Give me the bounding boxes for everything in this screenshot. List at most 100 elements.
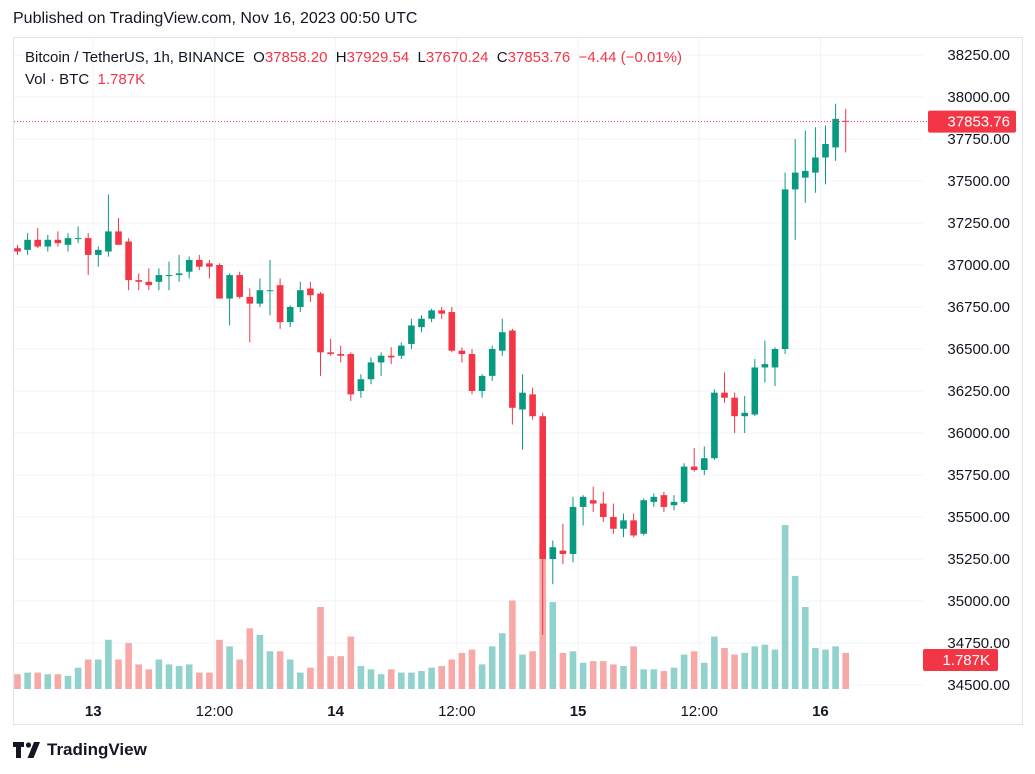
candle-body — [610, 517, 617, 529]
candle-body — [832, 118, 839, 148]
candle-body — [822, 144, 829, 158]
last-volume-badge — [923, 649, 998, 671]
candles — [14, 103, 849, 635]
candle-body — [620, 520, 627, 529]
last-volume-label: 1.787K — [942, 652, 990, 669]
candle-body — [74, 238, 82, 240]
volume-bar — [408, 672, 415, 689]
candle-body — [771, 349, 779, 368]
tradingview-brand-label: TradingView — [47, 740, 147, 759]
volume-bar — [216, 639, 223, 689]
close-value: 37853.76 — [507, 49, 571, 66]
price-tick-label: 37250.00 — [947, 215, 1010, 232]
time-tick-label: 12:00 — [438, 703, 476, 720]
candle-body — [418, 318, 425, 328]
volume-bar — [640, 669, 647, 689]
change-value: −4.44 (−0.01%) — [578, 49, 682, 66]
volume-bar — [701, 662, 708, 689]
tradingview-branding[interactable]: TradingView — [13, 740, 147, 760]
low-label: L — [417, 49, 426, 66]
open-label: O — [253, 49, 265, 66]
volume-bar — [478, 664, 486, 689]
volume-bar — [347, 636, 355, 689]
candle-body — [569, 506, 577, 554]
volume-bar — [286, 659, 294, 689]
candle-body — [337, 354, 344, 356]
time-tick-label: 15 — [570, 703, 587, 720]
volume-bar — [387, 669, 395, 689]
candle-body — [529, 394, 536, 417]
volume-bar — [812, 648, 819, 689]
open-value: 37858.20 — [264, 49, 328, 66]
volume-bar — [418, 670, 425, 689]
candle-body — [600, 503, 607, 517]
candle-body — [650, 496, 658, 502]
volume-bar — [589, 661, 597, 689]
volume-bar — [751, 646, 759, 689]
price-axis[interactable]: 38250.00 38000.00 37750.00 37500.00 37250.00… — [947, 47, 1010, 694]
volume-bar — [509, 600, 516, 689]
candle-body — [95, 249, 102, 255]
volume-bar — [256, 634, 264, 689]
volume-bar — [175, 666, 183, 689]
candle-body — [670, 501, 678, 506]
volume-bar — [64, 675, 72, 689]
high-value: 37929.54 — [346, 49, 410, 66]
volume-label[interactable]: Vol · BTC — [25, 71, 90, 88]
candle-body — [751, 367, 759, 415]
candle-body — [276, 285, 284, 323]
candle-body — [175, 273, 183, 276]
published-note: Published on TradingView.com, Nov 16, 20… — [13, 10, 418, 27]
volume-bar — [499, 633, 506, 689]
candle-body — [236, 275, 243, 297]
volume-bar — [781, 525, 789, 689]
volume-bar — [135, 664, 142, 689]
volume-bar — [357, 666, 365, 689]
candle-body — [398, 345, 405, 356]
volume-bar — [468, 649, 476, 689]
tradingview-logo-icon — [13, 742, 40, 758]
volume-bar — [519, 654, 526, 689]
volume-bar — [165, 664, 173, 689]
volume-bar — [226, 646, 233, 689]
price-tick-label: 34500.00 — [947, 677, 1010, 694]
candle-body — [802, 170, 809, 178]
volume-bar — [842, 652, 849, 689]
chart-frame — [13, 37, 1023, 725]
candle-body — [690, 466, 698, 470]
candle-body — [377, 355, 385, 363]
volume-bar — [155, 659, 163, 689]
price-tick-label: 37750.00 — [947, 131, 1010, 148]
time-tick-label: 16 — [812, 703, 829, 720]
volume-bar — [246, 628, 254, 689]
price-tick-label: 36750.00 — [947, 299, 1010, 316]
symbol-label[interactable]: Bitcoin / TetherUS, 1h, BINANCE — [25, 49, 245, 66]
time-axis[interactable]: 13 12:00 14 12:00 15 12:00 16 — [85, 703, 829, 720]
volume-bar — [761, 644, 769, 689]
price-tick-label: 38000.00 — [947, 89, 1010, 106]
volume-bar — [377, 674, 385, 689]
candle-body — [185, 259, 193, 272]
volume-bar — [95, 659, 102, 689]
candle-body — [34, 239, 41, 247]
last-price-label: 37853.76 — [947, 114, 1010, 131]
volume-bar — [297, 672, 304, 689]
volume-bar — [14, 674, 21, 689]
last-price-badge — [928, 110, 1016, 133]
candle-body — [307, 288, 314, 296]
candle-body — [428, 310, 435, 319]
volume-bar — [24, 672, 31, 689]
volume-bar — [650, 669, 658, 689]
price-tick-label: 36250.00 — [947, 383, 1010, 400]
volume-bar — [84, 659, 92, 689]
candle-body — [448, 312, 456, 351]
candle-body — [660, 495, 668, 507]
volume-bar — [711, 636, 718, 689]
candle-body — [680, 466, 688, 502]
price-tick-label: 36000.00 — [947, 425, 1010, 442]
price-tick-label: 37500.00 — [947, 173, 1010, 190]
candle-body — [125, 241, 132, 281]
volume-bar — [630, 646, 637, 689]
candle-body — [812, 157, 819, 173]
